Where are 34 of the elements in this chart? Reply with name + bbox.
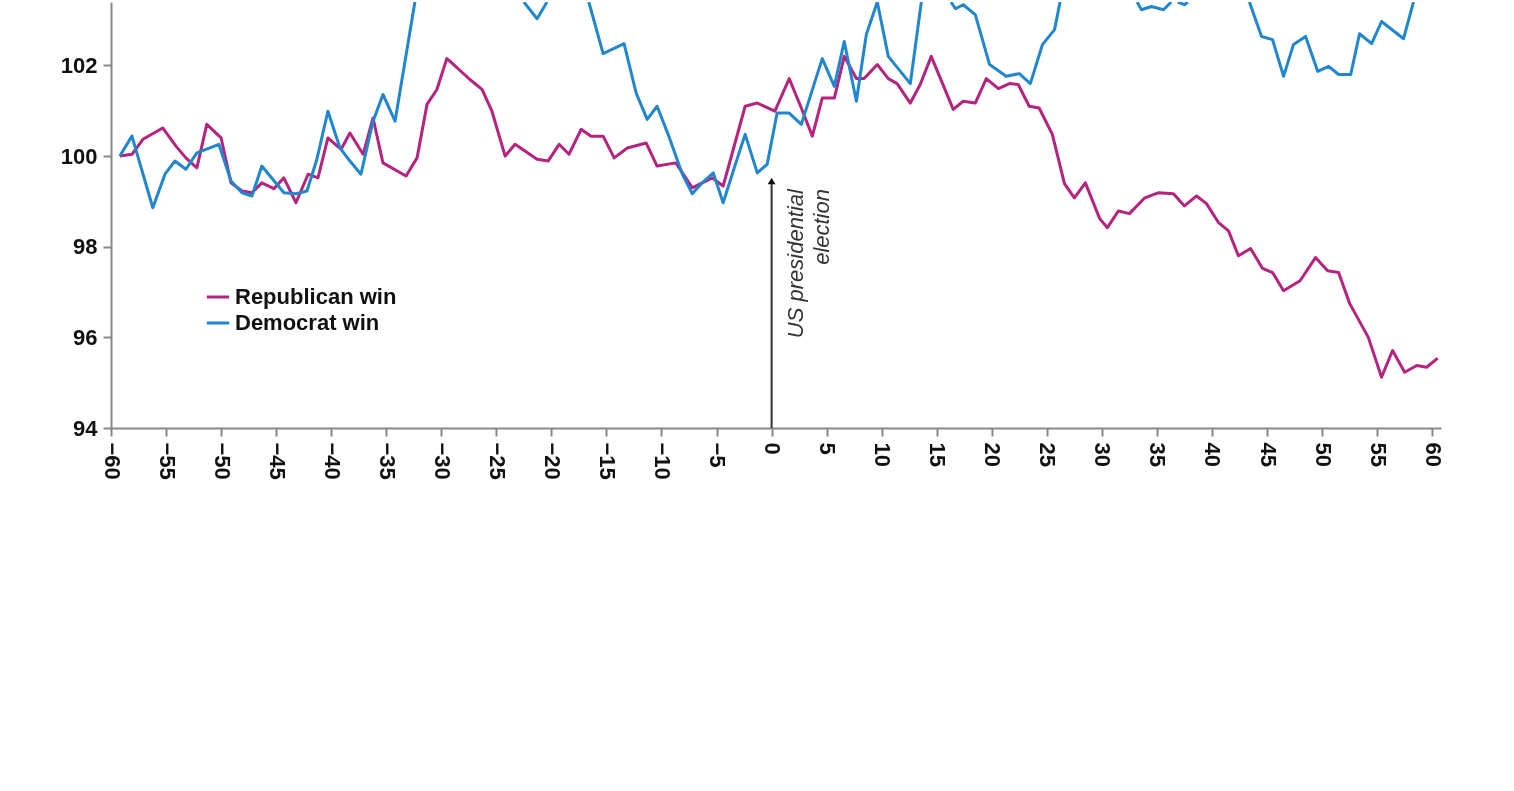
x-tick-label: −5 — [705, 442, 731, 468]
x-tick-label: −10 — [650, 442, 675, 480]
x-tick-label: 45 — [1255, 442, 1281, 467]
x-tick-label: −45 — [264, 442, 290, 480]
x-tick-label: 0 — [760, 442, 786, 455]
x-tick-label: 5 — [815, 442, 841, 455]
y-tick-label: 96 — [73, 324, 98, 350]
x-tick-label: −35 — [374, 442, 400, 480]
x-tick-label: 35 — [1145, 442, 1171, 467]
x-tick-label: 50 — [1310, 442, 1336, 467]
x-tick-label: −40 — [319, 442, 345, 480]
legend-label: Republican win — [235, 284, 397, 309]
y-tick-label: 100 — [60, 143, 98, 169]
annotation: US presidential election — [782, 187, 834, 339]
line-series — [118, 54, 1440, 379]
y-tick-label: 102 — [60, 52, 98, 78]
x-tick-label: −20 — [539, 442, 565, 480]
y-tick-label: 98 — [73, 234, 98, 260]
x-tick-label: −15 — [594, 442, 620, 480]
x-tick-label: −50 — [209, 442, 235, 480]
legend-label: Democrat win — [235, 310, 380, 335]
x-tick-label: −30 — [429, 442, 455, 480]
x-tick-label: 60 — [1420, 442, 1446, 467]
x-tick-label: 25 — [1035, 442, 1061, 467]
x-tick-label: 20 — [980, 442, 1006, 467]
x-tick-label: −25 — [484, 442, 510, 480]
x-tick-label: 30 — [1090, 442, 1116, 467]
x-tick-label: 10 — [870, 442, 896, 467]
x-tick-label: 40 — [1200, 442, 1226, 467]
x-tick-label: 55 — [1365, 442, 1391, 467]
x-tick-label: 15 — [925, 442, 951, 467]
y-tick-label: 94 — [73, 415, 99, 441]
x-tick-label: −60 — [99, 442, 125, 480]
x-tick-label: −55 — [154, 442, 180, 480]
